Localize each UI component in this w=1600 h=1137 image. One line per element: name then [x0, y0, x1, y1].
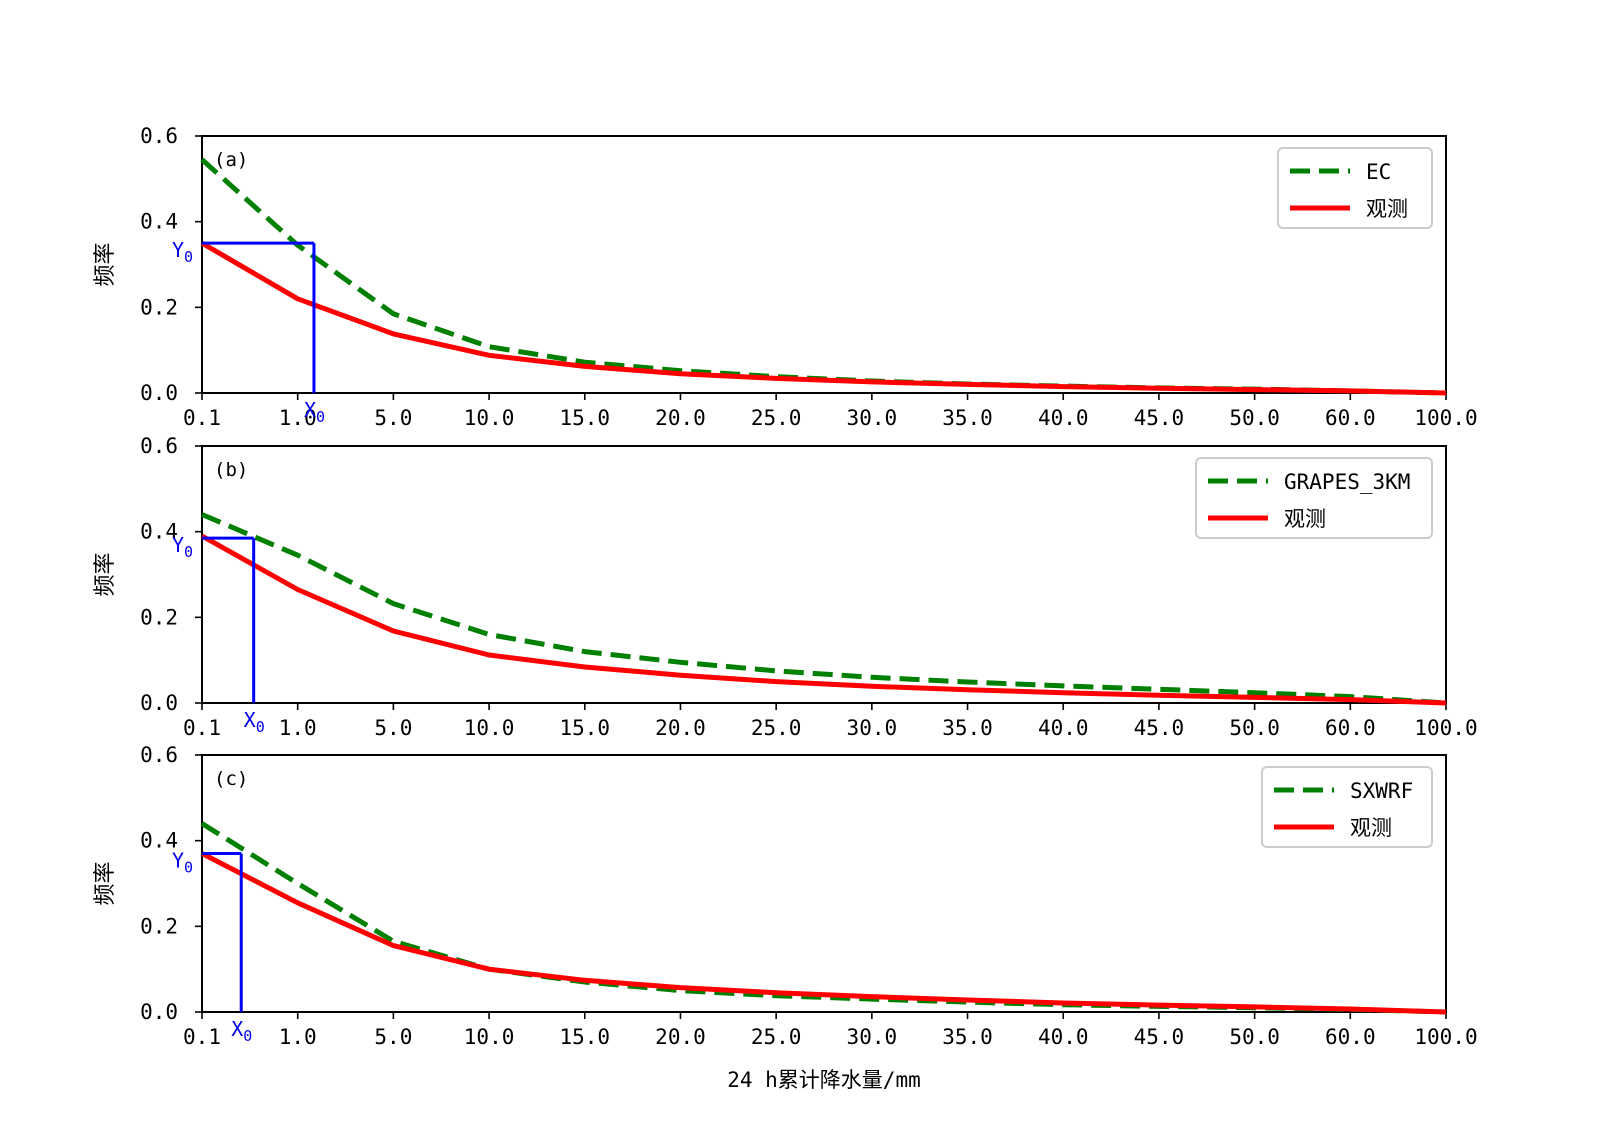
forecast-series-line	[200, 821, 1447, 1015]
x-tick-label: 10.0	[464, 1025, 515, 1049]
y-tick-label: 0.2	[140, 914, 178, 938]
y0-label: Y0	[172, 238, 193, 266]
x-tick-label: 1.0	[279, 1025, 317, 1049]
y-axis-label: 频率	[93, 552, 118, 596]
x0-label: X0	[244, 708, 265, 736]
x-tick-label: 35.0	[942, 406, 993, 430]
axes-frame	[201, 445, 1447, 704]
x-tick-label: 35.0	[942, 1025, 993, 1049]
legend-label: GRAPES_3KM	[1284, 470, 1410, 494]
forecast-series-line	[200, 157, 1447, 396]
panel-label: (c)	[214, 768, 248, 790]
y-tick-label: 0.2	[140, 605, 178, 629]
y-tick-label: 0.6	[140, 124, 178, 148]
x-tick-label: 100.0	[1414, 406, 1477, 430]
x-tick-label: 10.0	[464, 716, 515, 740]
x-tick-label: 60.0	[1325, 1025, 1376, 1049]
y-tick-label: 0.0	[140, 381, 178, 405]
x-tick-label: 35.0	[942, 716, 993, 740]
panel-label: (b)	[214, 459, 248, 481]
x-tick-label: 20.0	[655, 716, 706, 740]
x-tick-label: 25.0	[751, 406, 802, 430]
x-tick-label: 0.1	[183, 716, 221, 740]
x-tick-label: 60.0	[1325, 716, 1376, 740]
observed-series-line	[200, 851, 1447, 1015]
x-tick-label: 5.0	[374, 1025, 412, 1049]
x-tick-label: 0.1	[183, 406, 221, 430]
y-tick-label: 0.6	[140, 743, 178, 767]
y-tick-label: 0.2	[140, 295, 178, 319]
y-tick-label: 0.0	[140, 1000, 178, 1024]
x-tick-label: 20.0	[655, 406, 706, 430]
x-tick-label: 50.0	[1229, 406, 1280, 430]
x-tick-label: 30.0	[847, 406, 898, 430]
x-tick-label: 60.0	[1325, 406, 1376, 430]
y-tick-label: 0.0	[140, 691, 178, 715]
y-tick-label: 0.4	[140, 210, 178, 234]
x-tick-label: 40.0	[1038, 1025, 1089, 1049]
x-tick-label: 25.0	[751, 716, 802, 740]
x-tick-label: 5.0	[374, 406, 412, 430]
x-tick-label: 1.0	[279, 716, 317, 740]
x-tick-label: 30.0	[847, 1025, 898, 1049]
x-tick-label: 25.0	[751, 1025, 802, 1049]
x-tick-label: 45.0	[1134, 1025, 1185, 1049]
legend-label: 观测	[1366, 197, 1408, 221]
y-tick-label: 0.4	[140, 829, 178, 853]
x-tick-label: 50.0	[1229, 716, 1280, 740]
x-tick-label: 40.0	[1038, 406, 1089, 430]
legend-label: EC	[1366, 160, 1391, 184]
y-tick-label: 0.4	[140, 520, 178, 544]
y-tick-label: 0.6	[140, 434, 178, 458]
y0-label: Y0	[172, 849, 193, 877]
x-tick-label: 20.0	[655, 1025, 706, 1049]
x-tick-label: 5.0	[374, 716, 412, 740]
x-tick-label: 0.1	[183, 1025, 221, 1049]
observed-series-line	[200, 240, 1447, 396]
observed-series-line	[200, 533, 1447, 706]
x-tick-label: 100.0	[1414, 1025, 1477, 1049]
axes-frame	[201, 754, 1447, 1013]
x-tick-label: 50.0	[1229, 1025, 1280, 1049]
y-axis-label: 频率	[93, 861, 118, 905]
x-tick-label: 40.0	[1038, 716, 1089, 740]
x-tick-label: 15.0	[559, 716, 610, 740]
x-axis-label: 24 h累计降水量/mm	[727, 1068, 921, 1092]
axes-frame	[201, 135, 1447, 394]
x-tick-label: 45.0	[1134, 716, 1185, 740]
legend-box	[1277, 147, 1433, 229]
x-tick-label: 15.0	[559, 406, 610, 430]
x-tick-label: 1.0	[279, 406, 317, 430]
legend-label: 观测	[1350, 816, 1392, 840]
x0-label: X0	[304, 398, 325, 426]
x-tick-label: 45.0	[1134, 406, 1185, 430]
forecast-series-line	[201, 512, 1447, 706]
x-tick-label: 15.0	[559, 1025, 610, 1049]
x-tick-label: 30.0	[847, 716, 898, 740]
x0-label: X0	[231, 1017, 252, 1045]
panel-label: (a)	[214, 149, 248, 171]
legend-label: 观测	[1284, 507, 1326, 531]
y-axis-label: 频率	[93, 242, 118, 286]
y0-label: Y0	[172, 533, 193, 561]
x-tick-label: 10.0	[464, 406, 515, 430]
legend-label: SXWRF	[1350, 779, 1413, 803]
x-tick-label: 100.0	[1414, 716, 1477, 740]
